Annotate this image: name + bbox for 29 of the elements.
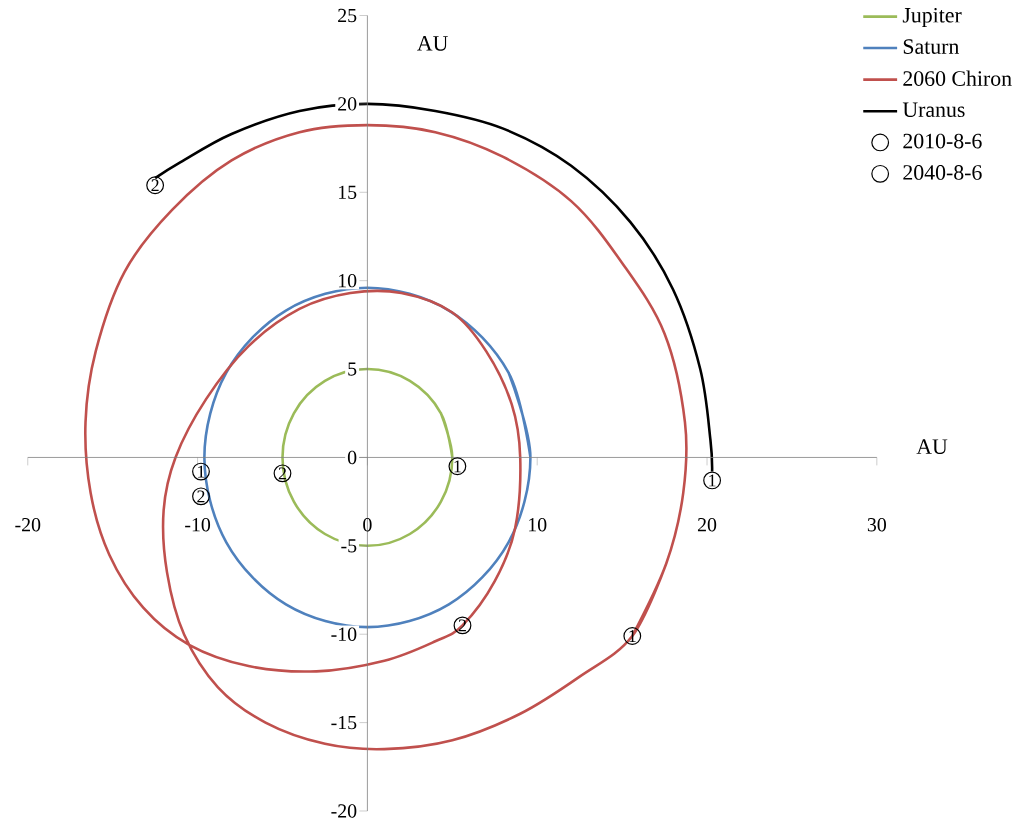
annotation: 2 xyxy=(151,179,159,192)
annotation: 1 xyxy=(709,474,716,487)
y-tick-label: 0 xyxy=(347,450,357,465)
annotation: 2 xyxy=(197,490,205,503)
x-tick-label: 10 xyxy=(529,518,547,532)
y-tick-label: -10 xyxy=(331,627,357,641)
x-tick-label: 0 xyxy=(363,518,372,532)
y-tick-label: 25 xyxy=(338,8,357,23)
y-tick-label: -20 xyxy=(331,804,357,818)
y-tick-label: -5 xyxy=(341,539,357,553)
legend-label: Saturn xyxy=(903,39,960,54)
legend-label: Jupiter xyxy=(902,8,962,28)
legend-label: Uranus xyxy=(902,102,965,118)
line-series xyxy=(84,123,688,751)
legend-label: 2060 Chiron xyxy=(903,70,1012,86)
y-tick-label: 20 xyxy=(338,97,357,111)
x-tick-label: -10 xyxy=(185,518,211,532)
annotation: 1 xyxy=(454,460,461,473)
y-tick-label: 10 xyxy=(338,274,357,288)
legend-label: 2040-8-6 xyxy=(903,165,982,180)
y-tick-label: -15 xyxy=(331,716,357,730)
x-tick-label: 30 xyxy=(867,518,887,532)
y-axis-title: AU xyxy=(417,36,448,51)
legend-label: 2010-8-6 xyxy=(903,133,982,149)
x-tick-label: 20 xyxy=(697,518,717,532)
x-axis-title: AU xyxy=(916,439,948,455)
x-tick-label: -20 xyxy=(15,518,41,532)
y-tick-label: 15 xyxy=(338,185,357,199)
y-tick-label: 5 xyxy=(348,362,357,376)
